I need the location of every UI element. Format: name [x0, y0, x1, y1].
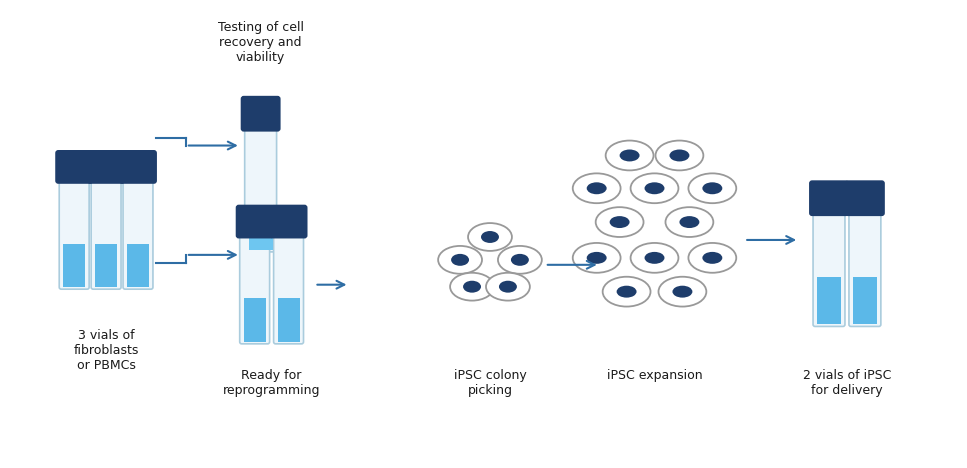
FancyBboxPatch shape	[245, 119, 277, 252]
Ellipse shape	[596, 207, 644, 237]
Ellipse shape	[602, 277, 651, 307]
Ellipse shape	[468, 223, 512, 251]
Ellipse shape	[680, 216, 699, 228]
FancyBboxPatch shape	[59, 171, 89, 289]
FancyBboxPatch shape	[123, 171, 153, 289]
FancyBboxPatch shape	[55, 150, 93, 184]
FancyBboxPatch shape	[87, 150, 125, 184]
Ellipse shape	[499, 281, 517, 292]
Ellipse shape	[587, 252, 606, 264]
Ellipse shape	[672, 285, 692, 298]
Ellipse shape	[572, 173, 621, 203]
Ellipse shape	[620, 149, 639, 161]
Ellipse shape	[511, 254, 529, 266]
Text: iPSC expansion: iPSC expansion	[606, 369, 702, 382]
Ellipse shape	[451, 254, 469, 266]
Ellipse shape	[481, 231, 499, 243]
Bar	[95, 244, 117, 287]
Ellipse shape	[645, 252, 664, 264]
Ellipse shape	[656, 140, 703, 170]
Ellipse shape	[630, 173, 679, 203]
Text: 2 vials of iPSC
for delivery: 2 vials of iPSC for delivery	[803, 369, 892, 397]
FancyBboxPatch shape	[241, 96, 280, 132]
Bar	[817, 277, 841, 324]
Text: iPSC colony
picking: iPSC colony picking	[454, 369, 526, 397]
Ellipse shape	[572, 243, 621, 273]
FancyBboxPatch shape	[849, 203, 881, 327]
Ellipse shape	[463, 281, 481, 292]
Ellipse shape	[702, 183, 722, 194]
FancyBboxPatch shape	[119, 150, 157, 184]
Ellipse shape	[702, 252, 722, 264]
Ellipse shape	[605, 140, 654, 170]
Bar	[244, 299, 266, 342]
FancyBboxPatch shape	[236, 205, 274, 239]
Ellipse shape	[689, 173, 736, 203]
Ellipse shape	[645, 183, 664, 194]
FancyBboxPatch shape	[809, 180, 849, 216]
FancyBboxPatch shape	[91, 171, 121, 289]
Bar	[853, 277, 877, 324]
Bar	[278, 299, 300, 342]
FancyBboxPatch shape	[274, 226, 304, 344]
Bar	[63, 244, 85, 287]
Text: 3 vials of
fibroblasts
or PBMCs: 3 vials of fibroblasts or PBMCs	[73, 329, 139, 373]
FancyBboxPatch shape	[240, 226, 270, 344]
Text: Testing of cell
recovery and
viability: Testing of cell recovery and viability	[218, 21, 304, 64]
Ellipse shape	[617, 285, 636, 298]
Bar	[127, 244, 149, 287]
Ellipse shape	[486, 273, 530, 300]
Ellipse shape	[630, 243, 679, 273]
Ellipse shape	[450, 273, 494, 300]
Ellipse shape	[665, 207, 714, 237]
FancyBboxPatch shape	[270, 205, 308, 239]
Ellipse shape	[669, 149, 689, 161]
Ellipse shape	[438, 246, 482, 274]
FancyBboxPatch shape	[813, 203, 845, 327]
Ellipse shape	[659, 277, 706, 307]
Ellipse shape	[689, 243, 736, 273]
FancyBboxPatch shape	[845, 180, 885, 216]
Text: Ready for
reprogramming: Ready for reprogramming	[222, 369, 320, 397]
Ellipse shape	[609, 216, 630, 228]
Ellipse shape	[587, 183, 606, 194]
Bar	[249, 211, 273, 250]
Ellipse shape	[498, 246, 542, 274]
